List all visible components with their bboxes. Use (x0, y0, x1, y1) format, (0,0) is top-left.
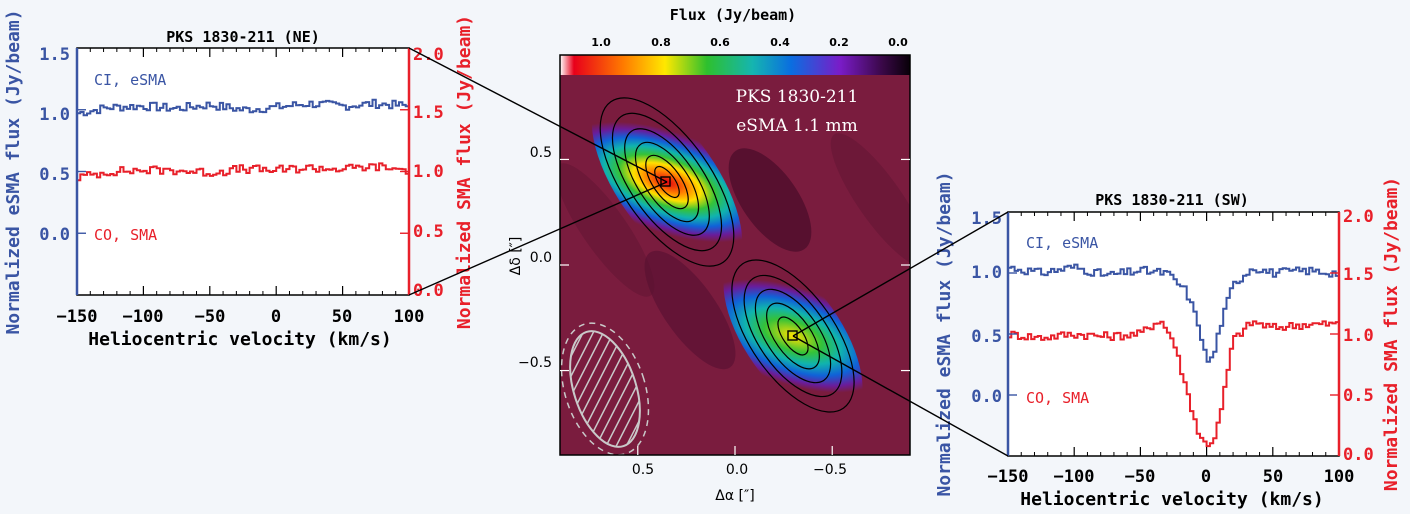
sw-tick-marks (1006, 212, 1341, 456)
beam-ellipse (560, 322, 650, 455)
sw-xlabel: Heliocentric velocity (km/s) (1020, 489, 1323, 510)
map-tick-marks (560, 158, 910, 455)
map-xtick: 0.0 (726, 462, 748, 478)
ne-marker (660, 176, 671, 187)
ne-xtick: 100 (394, 307, 425, 327)
ne-xtick: −150 (57, 307, 98, 327)
sw-series-ci (1008, 263, 1339, 363)
colorbar-tick: 0.2 (829, 36, 849, 49)
ne-xlabel: Heliocentric velocity (km/s) (88, 329, 391, 350)
ne-co-label: CO, SMA (94, 226, 157, 244)
colorbar-tick: 0.6 (710, 36, 730, 49)
colorbar-label: Flux (Jy/beam) (670, 6, 796, 24)
map-xtick: 0.5 (632, 462, 654, 478)
sw-title: PKS 1830-211 (SW) (1095, 191, 1249, 209)
sw-ytick-right: 1.0 (1343, 326, 1374, 346)
ne-ytick-right: 0.0 (413, 281, 444, 301)
map-panel: Flux (Jy/beam) 1.0 0.8 0.6 0.4 0.2 0.0 (508, 6, 911, 504)
sw-ytick-left: 1.0 (971, 263, 1002, 283)
ne-ytick-right: 0.5 (413, 222, 444, 242)
ne-ytick-left: 1.5 (39, 45, 70, 65)
map-ytick: −0.5 (518, 355, 552, 371)
ne-spectrum-panel: PKS 1830-211 (NE) 1.5 1.0 0.5 0.0 2.0 1.… (3, 9, 475, 350)
sw-traces (1008, 263, 1339, 448)
ne-xtick: 50 (332, 307, 352, 327)
sw-series-co (1008, 320, 1339, 448)
ne-ytick-right: 2.0 (413, 45, 444, 65)
sw-xtick: −100 (1054, 467, 1095, 487)
sw-ytick-right: 0.5 (1343, 386, 1374, 406)
sw-ylabel-right: Normalized SMA flux (Jy/beam) (1381, 177, 1402, 491)
ne-ci-label: CI, eSMA (94, 71, 166, 89)
map-ytick: 0.0 (530, 250, 552, 266)
ne-ytick-left: 0.5 (39, 165, 70, 185)
colorbar (560, 55, 910, 75)
sw-xtick: 50 (1263, 467, 1283, 487)
map-dark-patch (560, 163, 655, 297)
ne-ylabel-left: Normalized eSMA flux (Jy/beam) (3, 9, 24, 334)
sw-ci-label: CI, eSMA (1026, 234, 1098, 252)
map-title: PKS 1830-211 (736, 87, 859, 107)
sw-xtick: 0 (1201, 467, 1211, 487)
ne-ytick-right: 1.0 (413, 162, 444, 182)
sw-ytick-right: 1.5 (1343, 265, 1374, 285)
ne-ytick-left: 1.0 (39, 105, 70, 125)
map-xtick: −0.5 (813, 462, 847, 478)
map-dark-patch (830, 133, 910, 267)
ne-xtick: −100 (123, 307, 164, 327)
ne-series-co (77, 162, 409, 182)
sw-spectrum-panel: PKS 1830-211 (SW) 1.5 1.0 0.5 0.0 2.0 1.… (934, 171, 1402, 510)
map-dark-patch (728, 148, 812, 252)
colorbar-tick: 1.0 (591, 36, 611, 49)
sw-ytick-left: 0.0 (971, 387, 1002, 407)
ne-ylabel-right: Normalized SMA flux (Jy/beam) (454, 15, 475, 329)
connector-lines (408, 47, 1009, 457)
ne-xtick: 0 (271, 307, 281, 327)
ne-tick-marks (75, 48, 411, 295)
map-ylabel: Δδ [″] (508, 237, 524, 276)
sw-xtick: −150 (988, 467, 1029, 487)
sw-ytick-left: 0.5 (971, 327, 1002, 347)
colorbar-tick: 0.0 (888, 36, 908, 49)
colorbar-tick: 0.8 (651, 36, 671, 49)
sw-xtick: 100 (1324, 467, 1355, 487)
map-xlabel: Δα [″] (715, 488, 754, 504)
sw-co-label: CO, SMA (1026, 389, 1089, 407)
sw-plot-frame (1007, 211, 1340, 457)
ne-series-ci (77, 98, 409, 117)
sw-xtick: −50 (1125, 467, 1156, 487)
ne-traces (77, 98, 409, 182)
map-subtitle: eSMA 1.1 mm (736, 116, 857, 136)
sw-ytick-right: 2.0 (1343, 207, 1374, 227)
ne-ytick-left: 0.0 (39, 225, 70, 245)
contours (599, 97, 855, 413)
sw-ytick-left: 1.5 (971, 209, 1002, 229)
ne-xtick: −50 (195, 307, 226, 327)
sw-ytick-right: 0.0 (1343, 445, 1374, 465)
colorbar-tick: 0.4 (770, 36, 790, 49)
ne-ytick-right: 1.5 (413, 103, 444, 123)
map-dark-patch (644, 250, 736, 370)
ne-title: PKS 1830-211 (NE) (166, 28, 320, 46)
sw-ylabel-left: Normalized eSMA flux (Jy/beam) (934, 171, 955, 496)
map-ytick: 0.5 (530, 145, 552, 161)
ne-plot-frame (76, 47, 410, 296)
sw-marker (787, 330, 798, 341)
